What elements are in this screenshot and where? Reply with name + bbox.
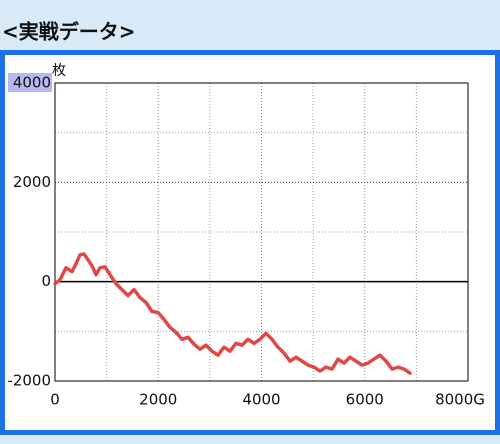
chart-panel — [0, 50, 500, 435]
x-tick-label: 6000 — [346, 391, 384, 409]
x-tick-label: 0 — [50, 391, 60, 409]
top-tick-highlight — [8, 73, 52, 92]
y-tick-label: -2000 — [7, 372, 51, 390]
x-tick-label: 2000 — [139, 391, 177, 409]
x-tick-label: 8000G — [435, 391, 485, 409]
y-axis-label: 枚 — [52, 63, 66, 79]
data-line — [53, 252, 412, 375]
plot-frame — [54, 82, 469, 382]
header-title: <実戦データ> — [2, 20, 136, 44]
x-tick-label: 4000 — [242, 391, 280, 409]
y-tick-label: 0 — [41, 272, 51, 290]
y-tick-label: 2000 — [13, 173, 51, 191]
y-tick-label: 4000 — [13, 74, 51, 92]
